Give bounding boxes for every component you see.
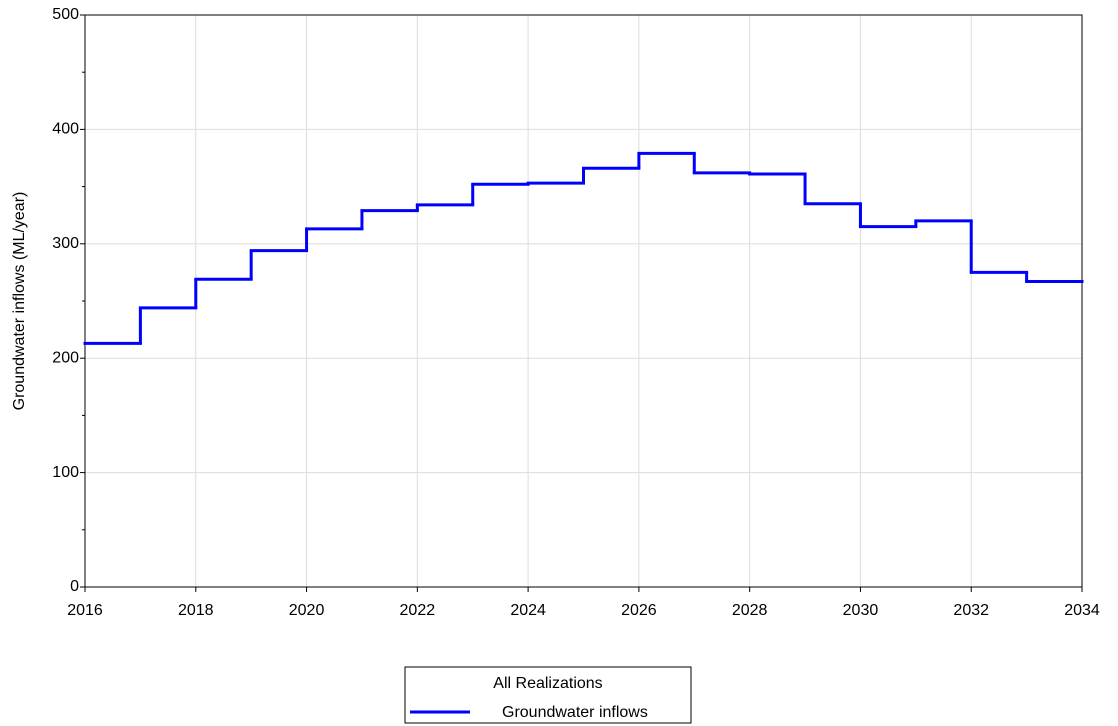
y-axis-label: Groundwater inflows (ML/year) (11, 192, 28, 411)
x-tick-label: 2030 (843, 602, 879, 619)
x-tick-label: 2026 (621, 602, 657, 619)
x-tick-label: 2022 (400, 602, 436, 619)
x-tick-label: 2018 (178, 602, 214, 619)
y-tick-label: 400 (52, 121, 79, 138)
x-tick-label: 2016 (67, 602, 103, 619)
y-tick-label: 100 (52, 464, 79, 481)
legend-title: All Realizations (493, 675, 602, 692)
x-tick-label: 2028 (732, 602, 768, 619)
y-tick-label: 200 (52, 349, 79, 366)
x-tick-label: 2032 (953, 602, 989, 619)
x-tick-label: 2034 (1064, 602, 1100, 619)
legend-box (404, 666, 692, 724)
x-tick-label: 2024 (510, 602, 546, 619)
legend-label: Groundwater inflows (502, 704, 648, 721)
y-tick-label: 0 (70, 578, 79, 595)
y-tick-label: 500 (52, 6, 79, 23)
x-tick-label: 2020 (289, 602, 325, 619)
plot-frame (84, 14, 1083, 588)
y-tick-label: 300 (52, 235, 79, 252)
